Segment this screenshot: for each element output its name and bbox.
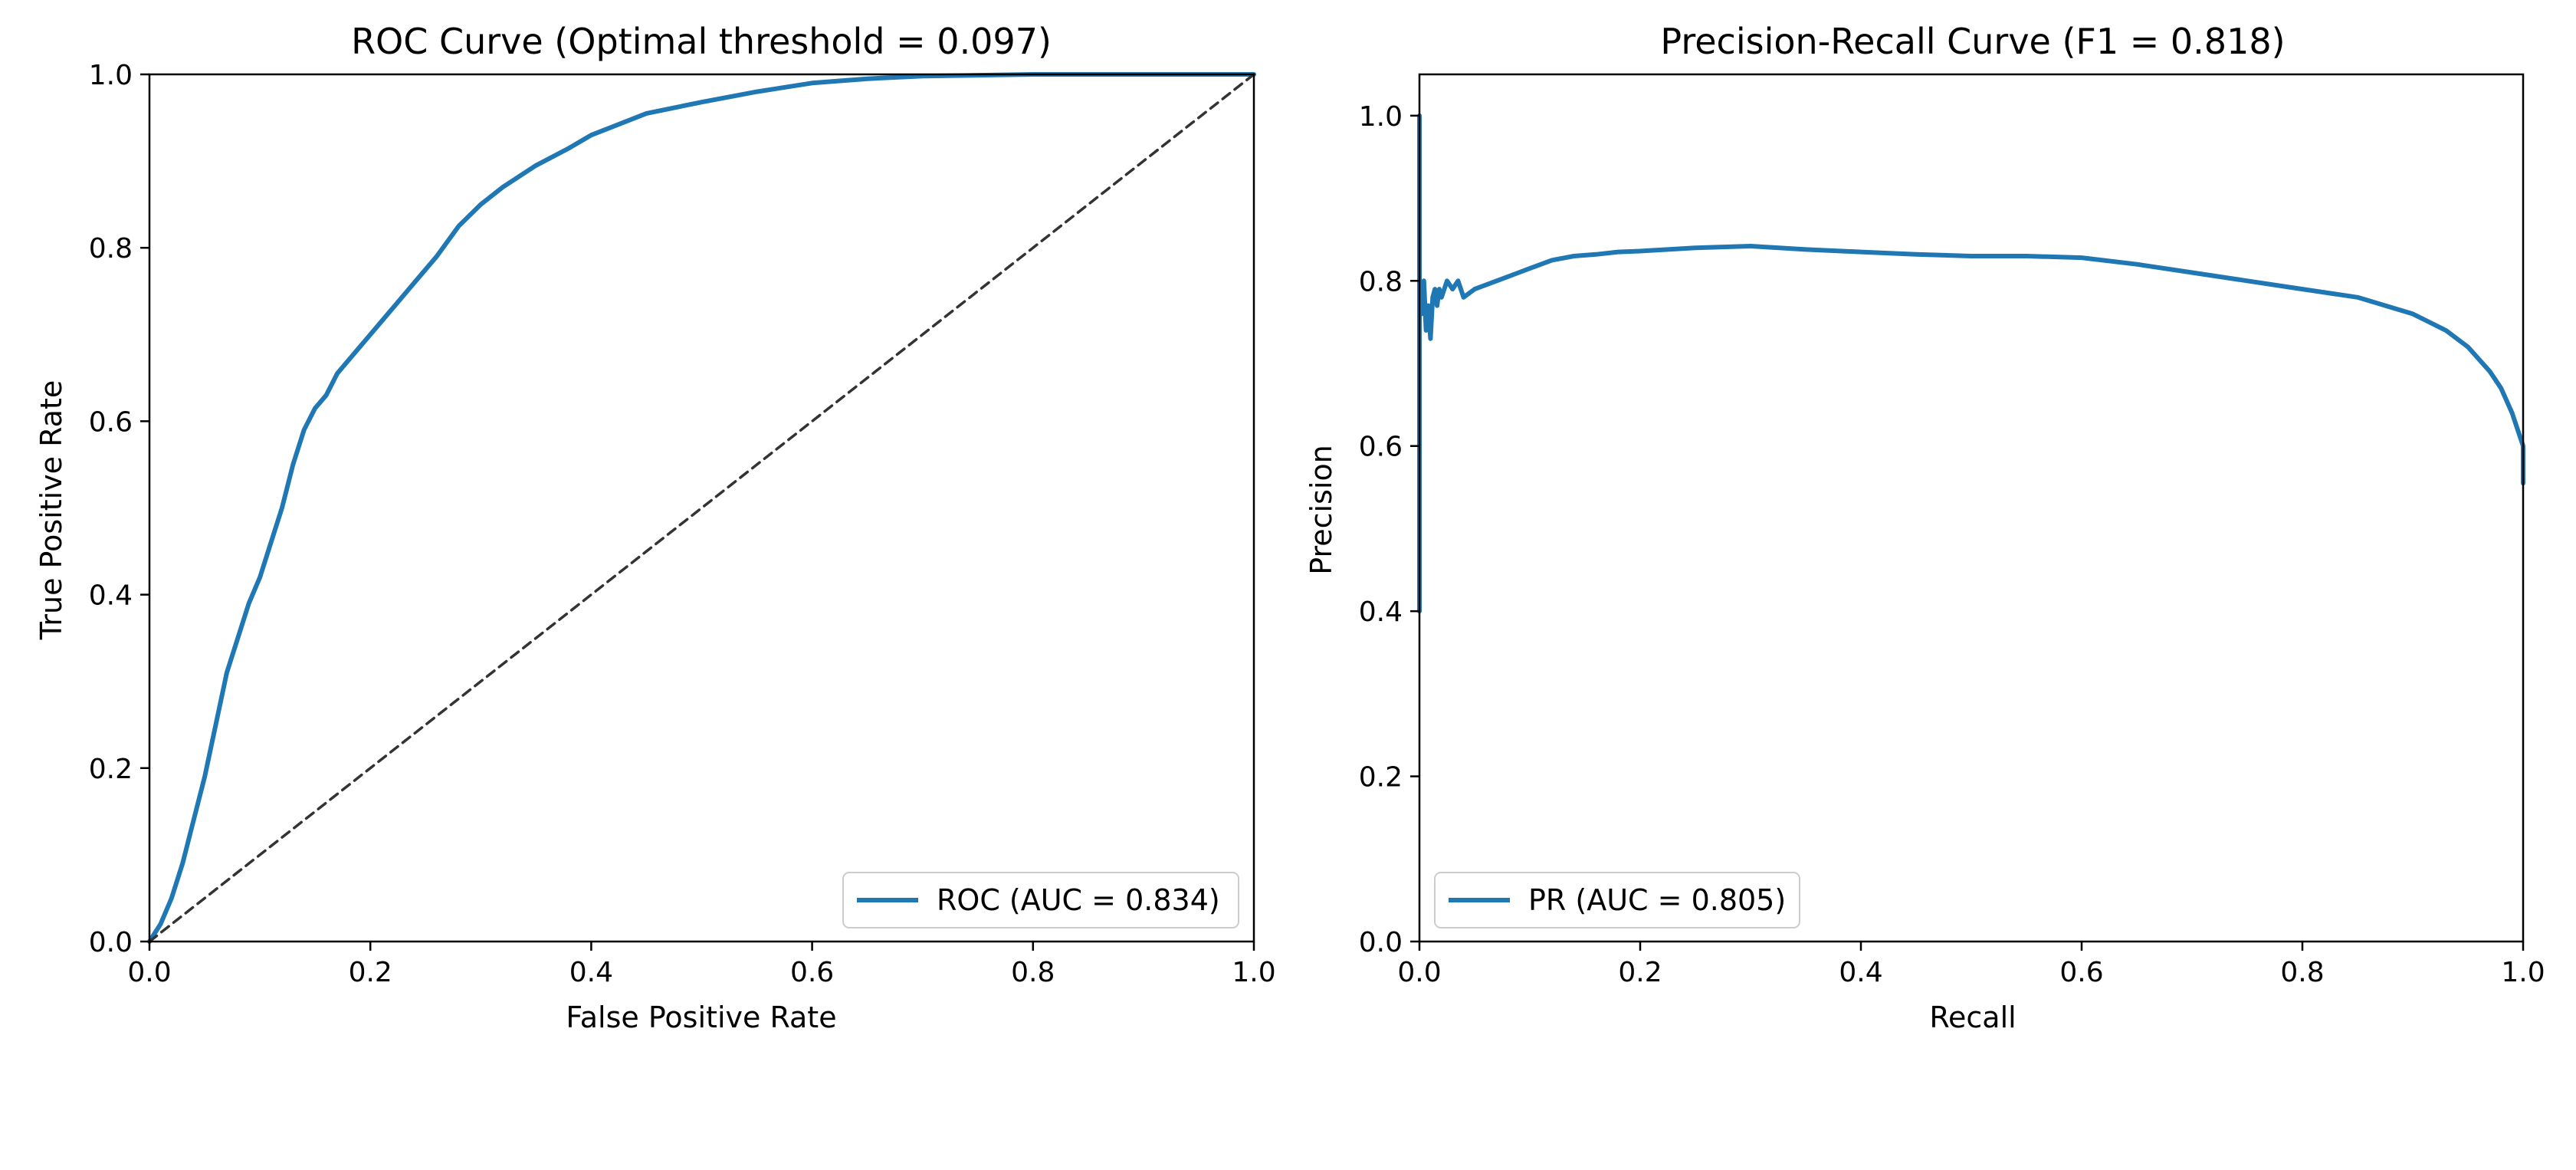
roc-x-tick-label: 0.4 <box>569 957 613 988</box>
pr-series-line-0 <box>1417 113 2525 614</box>
roc-axes-frame <box>148 73 1255 943</box>
roc-y-axis-label: True Positive Rate <box>34 380 68 641</box>
pr-x-tick-label: 1.0 <box>2501 957 2545 988</box>
pr-legend: PR (AUC = 0.805) <box>1434 872 1800 928</box>
roc-x-tick-label: 0.0 <box>127 957 171 988</box>
pr-title: Precision-Recall Curve (F1 = 0.818) <box>1660 21 2285 62</box>
pr-y-tick-label: 1.0 <box>1359 101 1403 133</box>
pr-plot-area: 0.0 0.2 0.4 0.6 0.8 1.0 0.0 0.2 0.4 0.6 0.8 1.0 <box>1359 73 2545 988</box>
roc-legend-label: ROC (AUC = 0.834) <box>937 883 1220 917</box>
pr-legend-box <box>1434 872 1800 928</box>
roc-x-tick-label: 0.6 <box>790 957 834 988</box>
roc-y-tick-label: 0.4 <box>89 580 133 612</box>
roc-y-tick-label: 1.0 <box>89 60 133 91</box>
pr-y-tick-label: 0.0 <box>1359 927 1403 958</box>
roc-x-tick-label: 0.8 <box>1011 957 1055 988</box>
pr-x-tick-label: 0.4 <box>1839 957 1882 988</box>
pr-x-tick-label: 0.6 <box>2059 957 2103 988</box>
roc-legend: ROC (AUC = 0.834) <box>842 872 1239 928</box>
pr-chart: Precision-Recall Curve (F1 = 0.818) 0.0 0… <box>1304 21 2545 1034</box>
pr-y-tick-label: 0.8 <box>1359 266 1403 297</box>
roc-chart: ROC Curve (Optimal threshold = 0.097) 0.… <box>34 21 1276 1034</box>
pr-y-axis-label: Precision <box>1304 445 1338 575</box>
pr-x-axis-label: Recall <box>1929 1001 2016 1034</box>
roc-x-tick-label: 0.2 <box>349 957 392 988</box>
roc-y-tick-label: 0.6 <box>89 406 133 438</box>
roc-x-axis-label: False Positive Rate <box>566 1001 836 1034</box>
roc-legend-box <box>842 872 1239 928</box>
roc-y-tick-label: 0.2 <box>89 754 133 785</box>
roc-y-tick-label: 0.0 <box>89 927 133 958</box>
pr-y-tick-label: 0.4 <box>1359 597 1403 628</box>
roc-title: ROC Curve (Optimal threshold = 0.097) <box>351 21 1052 62</box>
roc-series-line-1 <box>148 73 1255 943</box>
pr-x-tick-label: 0.8 <box>2280 957 2324 988</box>
roc-series-line-0 <box>147 72 1256 944</box>
pr-y-tick-label: 0.2 <box>1359 762 1403 794</box>
roc-x-tick-label: 1.0 <box>1232 957 1275 988</box>
pr-legend-label: PR (AUC = 0.805) <box>1528 883 1786 917</box>
pr-x-tick-label: 0.0 <box>1397 957 1441 988</box>
pr-y-tick-label: 0.6 <box>1359 432 1403 463</box>
roc-y-tick-label: 0.8 <box>89 233 133 265</box>
pr-axes-frame <box>1418 73 2525 943</box>
pr-x-tick-label: 0.2 <box>1618 957 1662 988</box>
roc-plot-area: 0.0 0.2 0.4 0.6 0.8 1.0 0.0 0.2 0.4 0.6 0.8 1.0 <box>89 60 1276 988</box>
